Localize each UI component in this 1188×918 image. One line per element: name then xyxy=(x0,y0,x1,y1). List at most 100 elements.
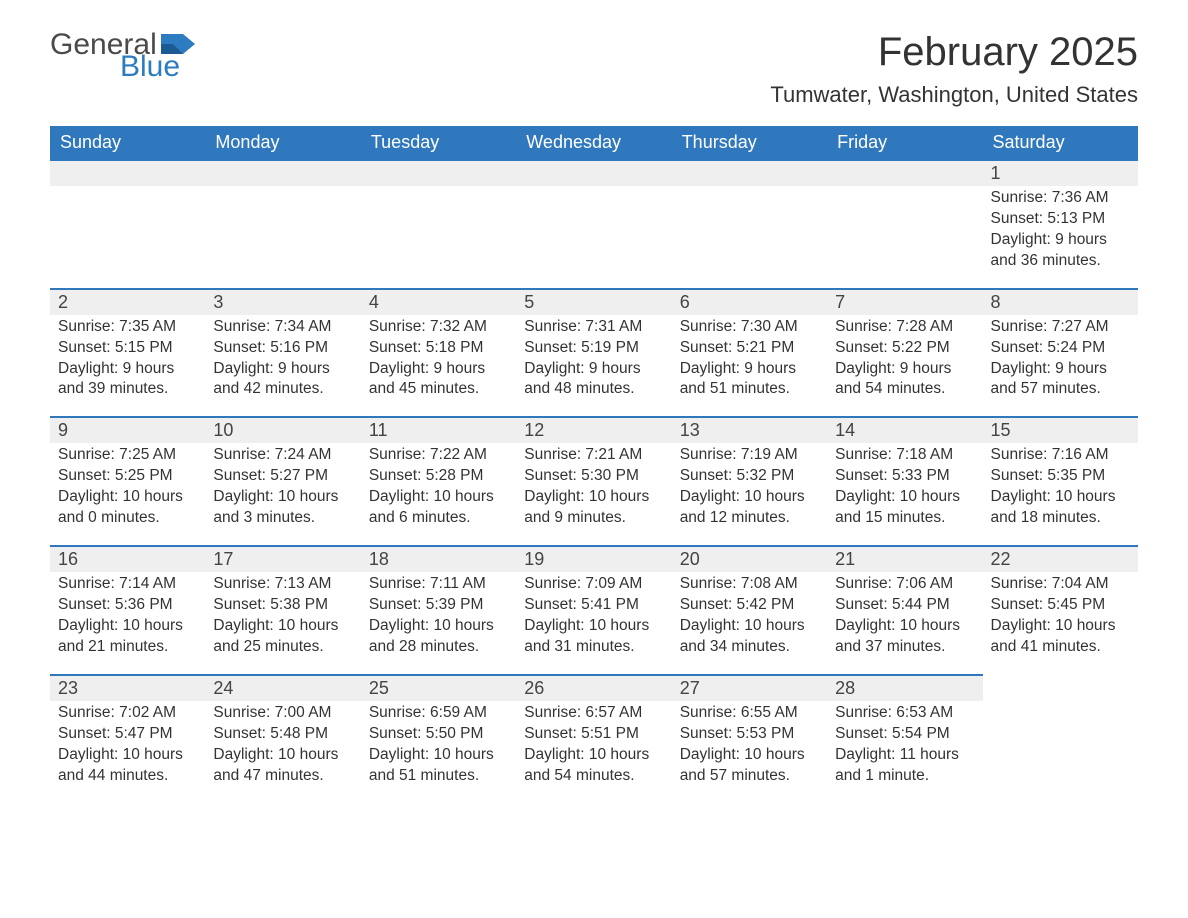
day-content-row: Sunrise: 7:36 AMSunset: 5:13 PMDaylight:… xyxy=(50,186,1138,289)
sunrise-text: Sunrise: 7:30 AM xyxy=(680,317,819,338)
sunset-text: Sunset: 5:39 PM xyxy=(369,595,508,616)
sunset-text: Sunset: 5:45 PM xyxy=(991,595,1130,616)
day-content-cell: Sunrise: 7:27 AMSunset: 5:24 PMDaylight:… xyxy=(983,315,1138,418)
day-content-cell: Sunrise: 7:30 AMSunset: 5:21 PMDaylight:… xyxy=(672,315,827,418)
sunset-text: Sunset: 5:13 PM xyxy=(991,209,1130,230)
day1-text: Daylight: 10 hours xyxy=(524,745,663,766)
day-number-cell: 2 xyxy=(50,289,205,315)
day1-text: Daylight: 11 hours xyxy=(835,745,974,766)
day2-text: and 1 minute. xyxy=(835,766,974,787)
day-number: 23 xyxy=(58,678,78,698)
sunset-text: Sunset: 5:27 PM xyxy=(213,466,352,487)
sunset-text: Sunset: 5:38 PM xyxy=(213,595,352,616)
sunrise-text: Sunrise: 7:00 AM xyxy=(213,703,352,724)
day1-text: Daylight: 10 hours xyxy=(835,616,974,637)
day-number-cell: 25 xyxy=(361,675,516,701)
day-number: 28 xyxy=(835,678,855,698)
sunrise-text: Sunrise: 6:59 AM xyxy=(369,703,508,724)
day-content-cell: Sunrise: 7:00 AMSunset: 5:48 PMDaylight:… xyxy=(205,701,360,803)
day2-text: and 39 minutes. xyxy=(58,379,197,400)
day2-text: and 44 minutes. xyxy=(58,766,197,787)
day-number-cell: 19 xyxy=(516,546,671,572)
day-content-cell: Sunrise: 7:09 AMSunset: 5:41 PMDaylight:… xyxy=(516,572,671,675)
sunrise-text: Sunrise: 6:55 AM xyxy=(680,703,819,724)
day1-text: Daylight: 9 hours xyxy=(58,359,197,380)
day1-text: Daylight: 9 hours xyxy=(524,359,663,380)
sunrise-text: Sunrise: 7:11 AM xyxy=(369,574,508,595)
day-content-cell: Sunrise: 7:02 AMSunset: 5:47 PMDaylight:… xyxy=(50,701,205,803)
day2-text: and 45 minutes. xyxy=(369,379,508,400)
day2-text: and 48 minutes. xyxy=(524,379,663,400)
day-content-cell: Sunrise: 6:57 AMSunset: 5:51 PMDaylight:… xyxy=(516,701,671,803)
sunset-text: Sunset: 5:50 PM xyxy=(369,724,508,745)
day2-text: and 47 minutes. xyxy=(213,766,352,787)
day2-text: and 42 minutes. xyxy=(213,379,352,400)
day1-text: Daylight: 10 hours xyxy=(369,745,508,766)
day-content-cell: Sunrise: 7:22 AMSunset: 5:28 PMDaylight:… xyxy=(361,443,516,546)
day-content-cell: Sunrise: 7:14 AMSunset: 5:36 PMDaylight:… xyxy=(50,572,205,675)
day-number-cell: 14 xyxy=(827,417,982,443)
day-number: 19 xyxy=(524,549,544,569)
day1-text: Daylight: 10 hours xyxy=(680,616,819,637)
day-content-cell: Sunrise: 7:35 AMSunset: 5:15 PMDaylight:… xyxy=(50,315,205,418)
day-number-cell: 22 xyxy=(983,546,1138,572)
day1-text: Daylight: 9 hours xyxy=(991,359,1130,380)
day-number-cell: 26 xyxy=(516,675,671,701)
day-number-cell: 16 xyxy=(50,546,205,572)
sunrise-text: Sunrise: 7:27 AM xyxy=(991,317,1130,338)
day1-text: Daylight: 10 hours xyxy=(213,745,352,766)
day-number-row: 9101112131415 xyxy=(50,417,1138,443)
day-number-cell: 8 xyxy=(983,289,1138,315)
day-content-cell: Sunrise: 7:36 AMSunset: 5:13 PMDaylight:… xyxy=(983,186,1138,289)
sunset-text: Sunset: 5:33 PM xyxy=(835,466,974,487)
day-number-cell xyxy=(516,160,671,186)
sunrise-text: Sunrise: 7:09 AM xyxy=(524,574,663,595)
day-number-cell: 10 xyxy=(205,417,360,443)
sunset-text: Sunset: 5:15 PM xyxy=(58,338,197,359)
day2-text: and 57 minutes. xyxy=(680,766,819,787)
logo-text-blue: Blue xyxy=(120,52,195,82)
day1-text: Daylight: 10 hours xyxy=(524,616,663,637)
day-content-row: Sunrise: 7:14 AMSunset: 5:36 PMDaylight:… xyxy=(50,572,1138,675)
day-number: 5 xyxy=(524,292,534,312)
sunset-text: Sunset: 5:48 PM xyxy=(213,724,352,745)
day1-text: Daylight: 10 hours xyxy=(680,487,819,508)
day1-text: Daylight: 10 hours xyxy=(991,616,1130,637)
weekday-header: Tuesday xyxy=(361,126,516,160)
day2-text: and 21 minutes. xyxy=(58,637,197,658)
day-number: 11 xyxy=(369,420,388,440)
day2-text: and 54 minutes. xyxy=(835,379,974,400)
day-number: 13 xyxy=(680,420,700,440)
day-number-cell: 13 xyxy=(672,417,827,443)
day-content-cell: Sunrise: 7:21 AMSunset: 5:30 PMDaylight:… xyxy=(516,443,671,546)
sunrise-text: Sunrise: 7:35 AM xyxy=(58,317,197,338)
sunset-text: Sunset: 5:47 PM xyxy=(58,724,197,745)
day-number-row: 16171819202122 xyxy=(50,546,1138,572)
day-content-cell: Sunrise: 6:59 AMSunset: 5:50 PMDaylight:… xyxy=(361,701,516,803)
day-number-cell: 18 xyxy=(361,546,516,572)
day-number: 9 xyxy=(58,420,68,440)
day2-text: and 15 minutes. xyxy=(835,508,974,529)
day2-text: and 34 minutes. xyxy=(680,637,819,658)
weekday-header: Sunday xyxy=(50,126,205,160)
day-number: 25 xyxy=(369,678,389,698)
sunrise-text: Sunrise: 7:16 AM xyxy=(991,445,1130,466)
day-content-cell: Sunrise: 7:19 AMSunset: 5:32 PMDaylight:… xyxy=(672,443,827,546)
day-number-cell xyxy=(827,160,982,186)
sunrise-text: Sunrise: 7:36 AM xyxy=(991,188,1130,209)
sunrise-text: Sunrise: 6:53 AM xyxy=(835,703,974,724)
day-number-cell: 23 xyxy=(50,675,205,701)
day-number: 10 xyxy=(213,420,233,440)
day2-text: and 31 minutes. xyxy=(524,637,663,658)
day2-text: and 51 minutes. xyxy=(369,766,508,787)
day-content-cell: Sunrise: 7:04 AMSunset: 5:45 PMDaylight:… xyxy=(983,572,1138,675)
day2-text: and 9 minutes. xyxy=(524,508,663,529)
day-content-cell: Sunrise: 7:28 AMSunset: 5:22 PMDaylight:… xyxy=(827,315,982,418)
day-number: 1 xyxy=(991,163,1001,183)
day-number: 7 xyxy=(835,292,845,312)
day1-text: Daylight: 10 hours xyxy=(58,745,197,766)
day-number: 2 xyxy=(58,292,68,312)
day-number-cell: 24 xyxy=(205,675,360,701)
day1-text: Daylight: 10 hours xyxy=(835,487,974,508)
day-number: 4 xyxy=(369,292,379,312)
